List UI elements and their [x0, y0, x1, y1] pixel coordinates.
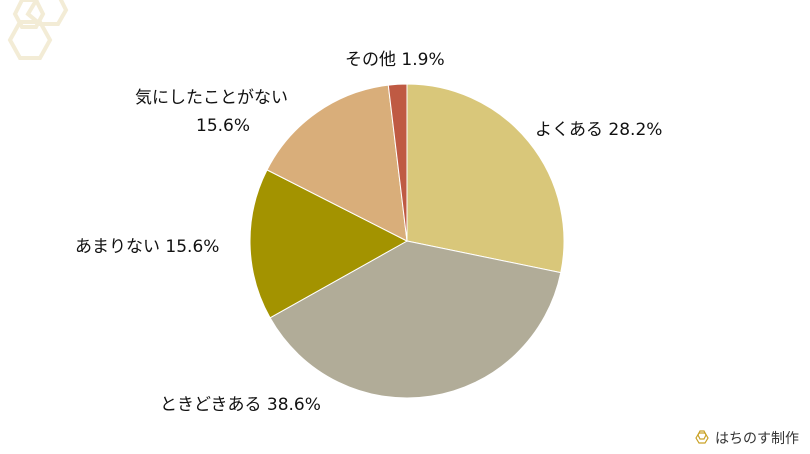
slice-label: 気にしたことがない	[135, 88, 288, 108]
slice-label: その他 1.9%	[345, 50, 445, 70]
slice-label: あまりない 15.6%	[75, 237, 219, 257]
pie-slice	[249, 169, 409, 319]
credit-text: はちのす制作	[715, 431, 799, 447]
honeycomb-icon	[695, 430, 709, 444]
slice-label: よくある 28.2%	[535, 120, 662, 140]
credit: はちのす制作	[693, 428, 799, 448]
pie-slice	[387, 83, 408, 242]
pie-slice	[406, 83, 565, 274]
pie-slice	[266, 84, 408, 242]
slice-label: ときどきある 38.6%	[160, 395, 321, 415]
slice-value-label: 15.6%	[196, 116, 250, 136]
pie-slice	[269, 240, 562, 399]
logo-hexagons	[7, 0, 69, 60]
